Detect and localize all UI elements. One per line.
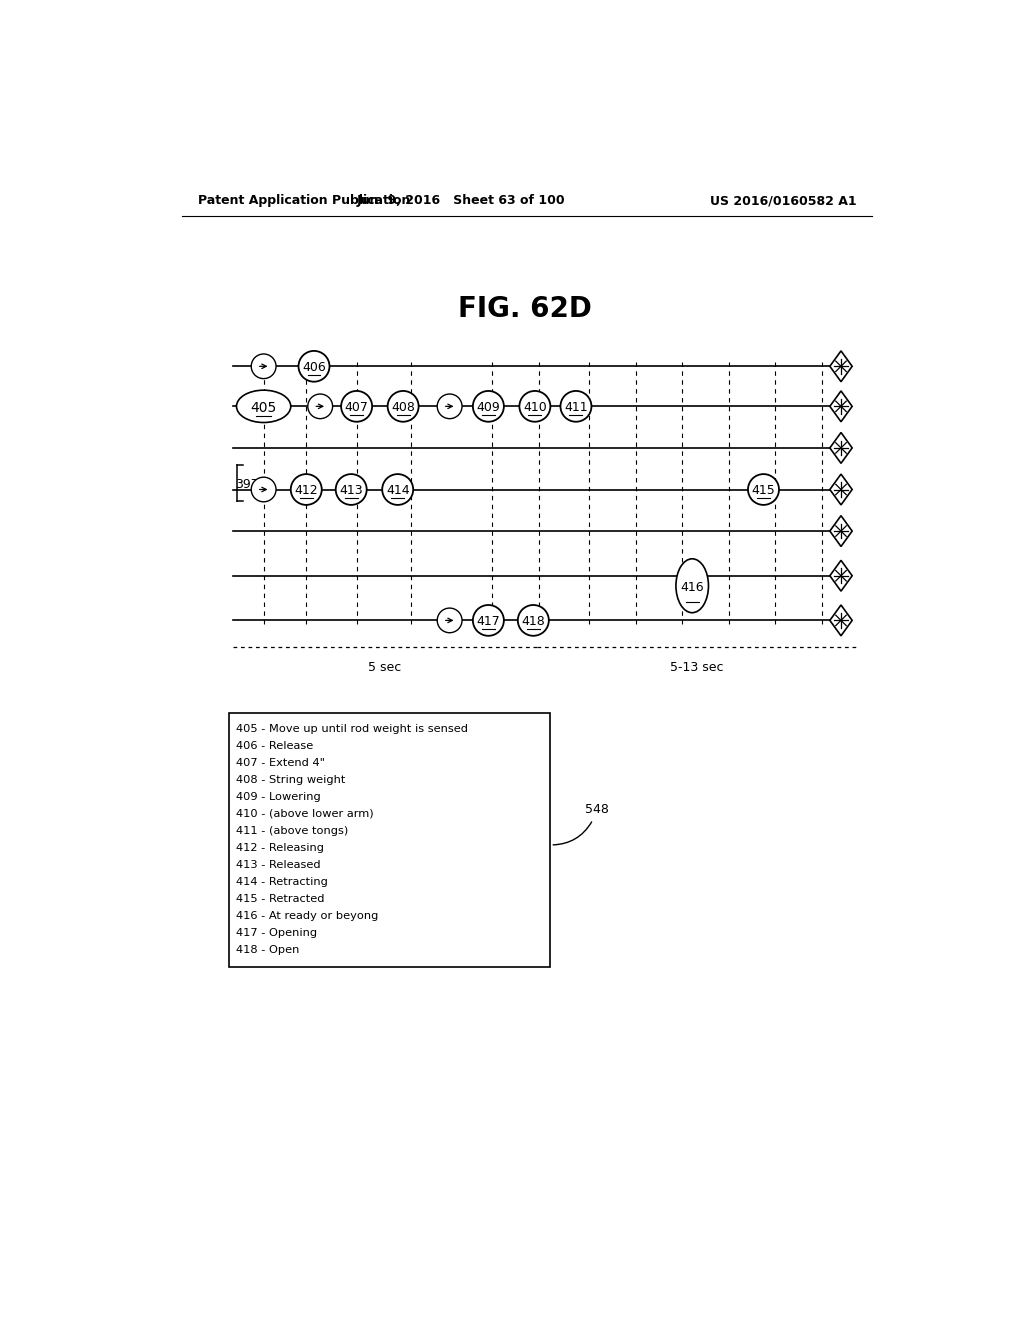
Text: 410 - (above lower arm): 410 - (above lower arm) xyxy=(237,809,374,818)
Text: FIG. 62D: FIG. 62D xyxy=(458,294,592,322)
Text: 415: 415 xyxy=(752,483,775,496)
Circle shape xyxy=(308,393,333,418)
Text: 415 - Retracted: 415 - Retracted xyxy=(237,894,325,904)
Circle shape xyxy=(560,391,592,422)
Polygon shape xyxy=(829,605,852,636)
Circle shape xyxy=(299,351,330,381)
Text: 548: 548 xyxy=(586,803,609,816)
Text: 410: 410 xyxy=(523,400,547,413)
Circle shape xyxy=(251,477,276,502)
Text: Jun. 9, 2016   Sheet 63 of 100: Jun. 9, 2016 Sheet 63 of 100 xyxy=(357,194,565,207)
Circle shape xyxy=(519,391,550,422)
Circle shape xyxy=(341,391,372,422)
Text: 409: 409 xyxy=(476,400,501,413)
Text: 412 - Releasing: 412 - Releasing xyxy=(237,843,325,853)
Text: 411 - (above tongs): 411 - (above tongs) xyxy=(237,826,349,836)
Circle shape xyxy=(518,605,549,636)
Polygon shape xyxy=(829,391,852,422)
Text: 407 - Extend 4": 407 - Extend 4" xyxy=(237,758,326,768)
Circle shape xyxy=(291,474,322,504)
Text: 417: 417 xyxy=(476,615,501,628)
Text: 413: 413 xyxy=(339,483,364,496)
Circle shape xyxy=(251,354,276,379)
Text: 412: 412 xyxy=(295,483,318,496)
FancyBboxPatch shape xyxy=(228,713,550,966)
Polygon shape xyxy=(829,560,852,591)
Circle shape xyxy=(437,393,462,418)
Circle shape xyxy=(388,391,419,422)
Text: 397: 397 xyxy=(234,478,259,491)
Text: 413 - Released: 413 - Released xyxy=(237,861,322,870)
Text: 418 - Open: 418 - Open xyxy=(237,945,300,956)
Text: 409 - Lowering: 409 - Lowering xyxy=(237,792,322,801)
Polygon shape xyxy=(829,474,852,506)
Circle shape xyxy=(437,609,462,632)
Text: 5-13 sec: 5-13 sec xyxy=(670,661,724,675)
Text: Patent Application Publication: Patent Application Publication xyxy=(198,194,411,207)
Polygon shape xyxy=(829,433,852,463)
Circle shape xyxy=(382,474,414,504)
Ellipse shape xyxy=(676,558,709,612)
Text: 407: 407 xyxy=(345,400,369,413)
Text: 405: 405 xyxy=(251,401,276,414)
Polygon shape xyxy=(829,516,852,546)
Ellipse shape xyxy=(237,391,291,422)
Text: 405 - Move up until rod weight is sensed: 405 - Move up until rod weight is sensed xyxy=(237,723,469,734)
Circle shape xyxy=(336,474,367,504)
Text: 417 - Opening: 417 - Opening xyxy=(237,928,317,939)
Text: 408: 408 xyxy=(391,400,415,413)
Text: 406: 406 xyxy=(302,360,326,374)
Text: 406 - Release: 406 - Release xyxy=(237,741,313,751)
Circle shape xyxy=(473,605,504,636)
Text: 418: 418 xyxy=(521,615,545,628)
Circle shape xyxy=(748,474,779,504)
Text: 411: 411 xyxy=(564,400,588,413)
Text: 414: 414 xyxy=(386,483,410,496)
Text: 416: 416 xyxy=(680,581,705,594)
Text: 414 - Retracting: 414 - Retracting xyxy=(237,876,329,887)
Circle shape xyxy=(473,391,504,422)
Text: 5 sec: 5 sec xyxy=(369,661,401,675)
Text: 408 - String weight: 408 - String weight xyxy=(237,775,346,784)
Text: US 2016/0160582 A1: US 2016/0160582 A1 xyxy=(710,194,856,207)
Polygon shape xyxy=(829,351,852,381)
Text: 416 - At ready or beyong: 416 - At ready or beyong xyxy=(237,911,379,921)
